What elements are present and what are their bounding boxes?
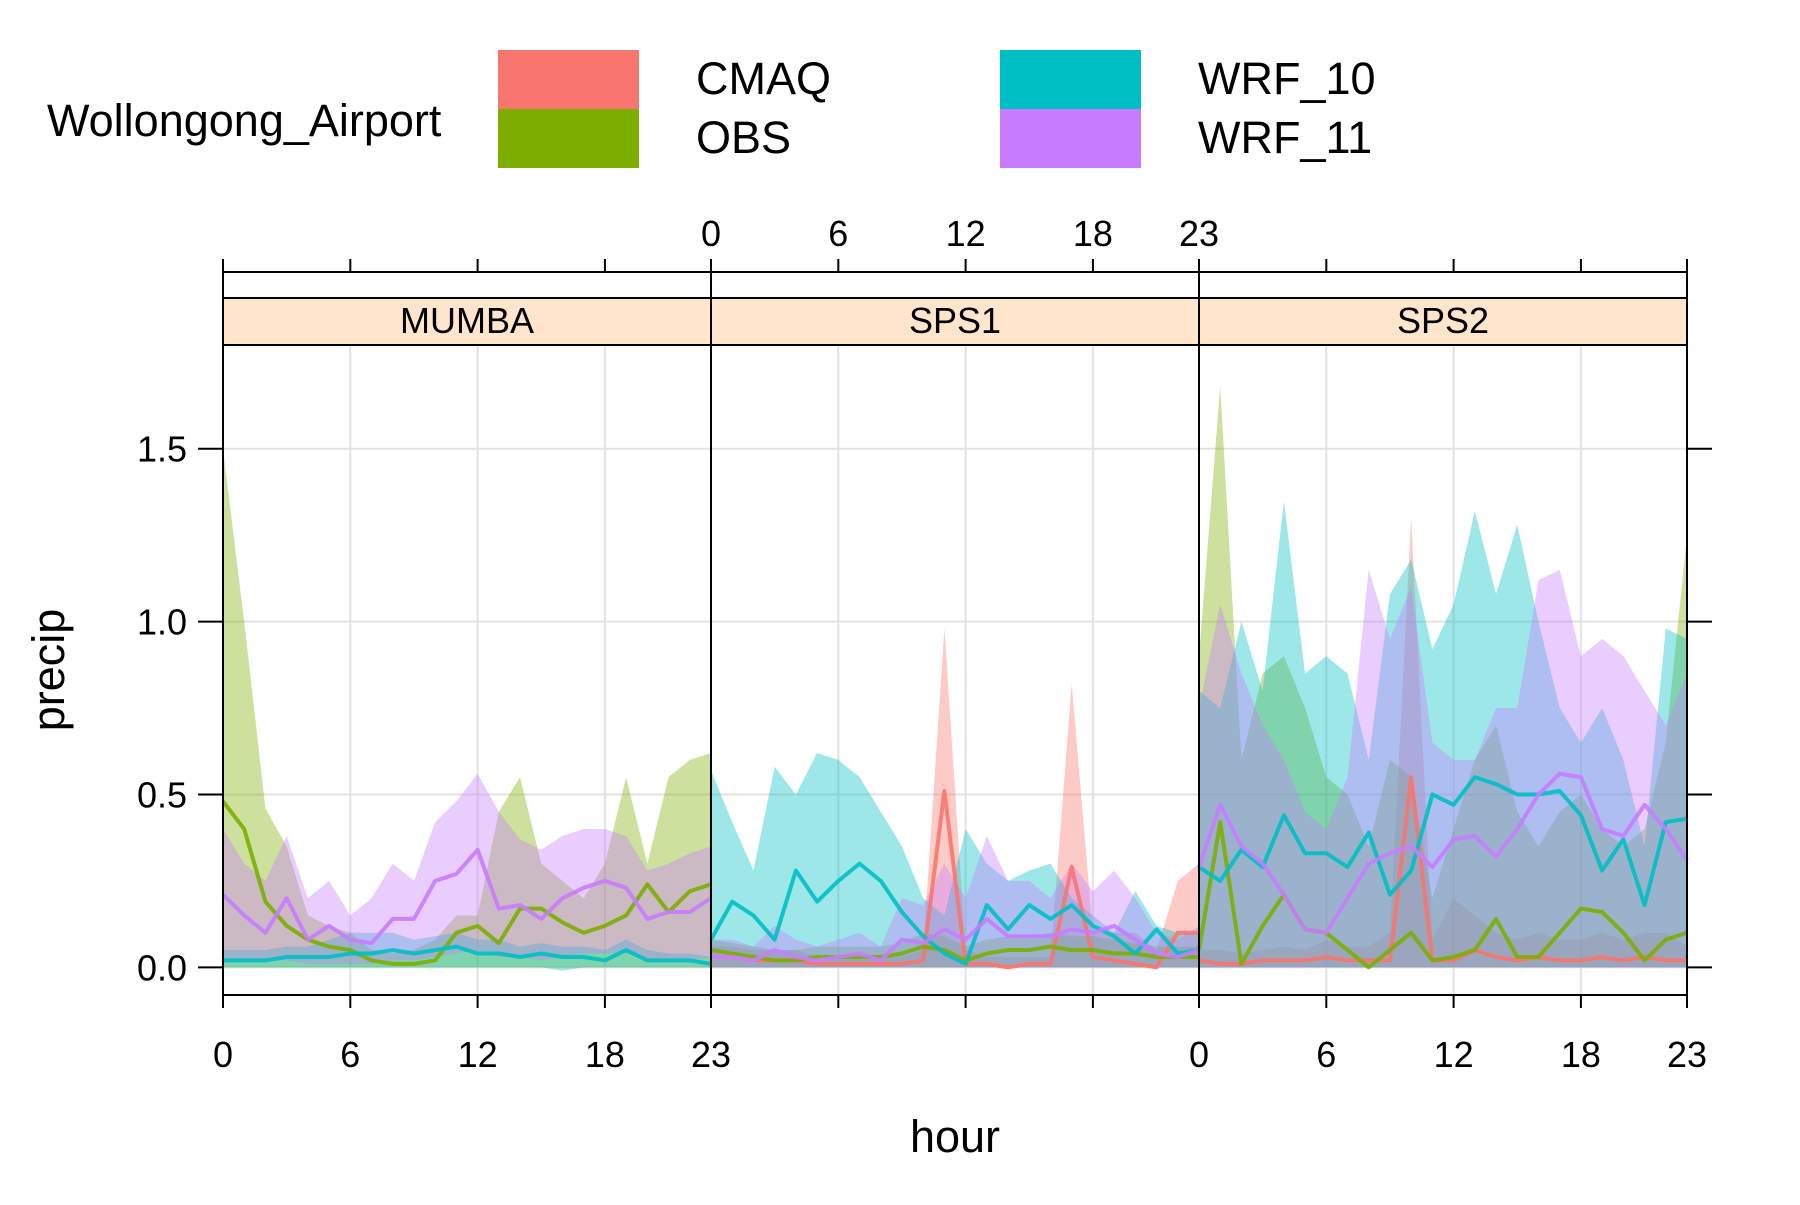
y-axis-label: precip	[23, 609, 74, 732]
panels: MUMBA SPS1 SPS2	[221, 271, 1689, 996]
x-tick-label-top: 6	[828, 213, 848, 254]
y-tick-label: 0.5	[137, 774, 187, 815]
legend: Wollongong_Airport CMAQ OBS WRF_10 WRF_11	[47, 50, 1376, 168]
legend-label-cmaq: CMAQ	[696, 53, 831, 104]
legend-label-obs: OBS	[696, 112, 791, 163]
band-wrf-10	[1199, 500, 1687, 968]
panel-sps1: SPS1	[709, 271, 1200, 996]
legend-swatch-wrf-10	[1000, 50, 1141, 109]
x-tick-label-bottom: 18	[1561, 1034, 1601, 1075]
x-tick-label-bottom: 0	[213, 1034, 233, 1075]
legend-swatch-obs	[498, 109, 639, 168]
x-tick-label-top: 23	[1179, 213, 1219, 254]
strip-label: MUMBA	[400, 300, 534, 341]
x-tick-label-top: 18	[1073, 213, 1113, 254]
line-wrf-11	[711, 916, 1200, 963]
panel-sps2: SPS2	[1197, 271, 1689, 996]
band-wrf-11	[223, 773, 711, 964]
panel-mumba: MUMBA	[221, 271, 713, 996]
band-wrf-10	[711, 752, 1199, 968]
legend-swatch-wrf-11	[1000, 109, 1141, 168]
band-obs	[1199, 386, 1687, 968]
line-obs	[1197, 820, 1688, 970]
line-wrf-11	[221, 847, 713, 946]
band-wrf-11	[1199, 569, 1687, 968]
x-tick-label-bottom: 0	[1189, 1034, 1209, 1075]
x-tick-label-top: 12	[946, 213, 986, 254]
y-tick-label: 0.0	[137, 947, 187, 988]
line-obs	[710, 944, 1199, 963]
x-tick-label-bottom: 12	[1434, 1034, 1474, 1075]
legend-title: Wollongong_Airport	[47, 95, 442, 146]
band-wrf-11	[711, 835, 1199, 968]
axes: 0.0 0.5 1.0 1.5 0 6 12 18 23 0 6 12 18 23 0 6 12 18 23	[137, 213, 1712, 1075]
x-tick-label-bottom: 23	[1667, 1034, 1707, 1075]
panel-border	[1198, 271, 1688, 996]
x-tick-label-bottom: 23	[691, 1034, 731, 1075]
line-wrf-10	[709, 861, 1200, 966]
y-tick-label: 1.5	[137, 429, 187, 470]
x-tick-label-top: 0	[701, 213, 721, 254]
strip-label: SPS2	[1397, 300, 1489, 341]
x-tick-label-bottom: 18	[585, 1034, 625, 1075]
legend-label-wrf-10: WRF_10	[1198, 53, 1376, 104]
y-tick-label: 1.0	[137, 602, 187, 643]
strip-sps1	[710, 297, 1200, 346]
x-tick-label-bottom: 12	[458, 1034, 498, 1075]
line-wrf-10	[1197, 775, 1688, 908]
x-axis-label: hour	[910, 1111, 1000, 1162]
line-wrf-11	[1197, 771, 1689, 935]
x-tick-label-bottom: 6	[1316, 1034, 1336, 1075]
legend-swatch-cmaq	[498, 50, 639, 109]
strip-label: SPS1	[909, 300, 1001, 341]
x-tick-label-bottom: 6	[340, 1034, 360, 1075]
line-obs	[221, 800, 712, 966]
legend-label-wrf-11: WRF_11	[1198, 112, 1372, 163]
strip-sps2	[1198, 297, 1688, 346]
line-wrf-10	[223, 944, 712, 966]
